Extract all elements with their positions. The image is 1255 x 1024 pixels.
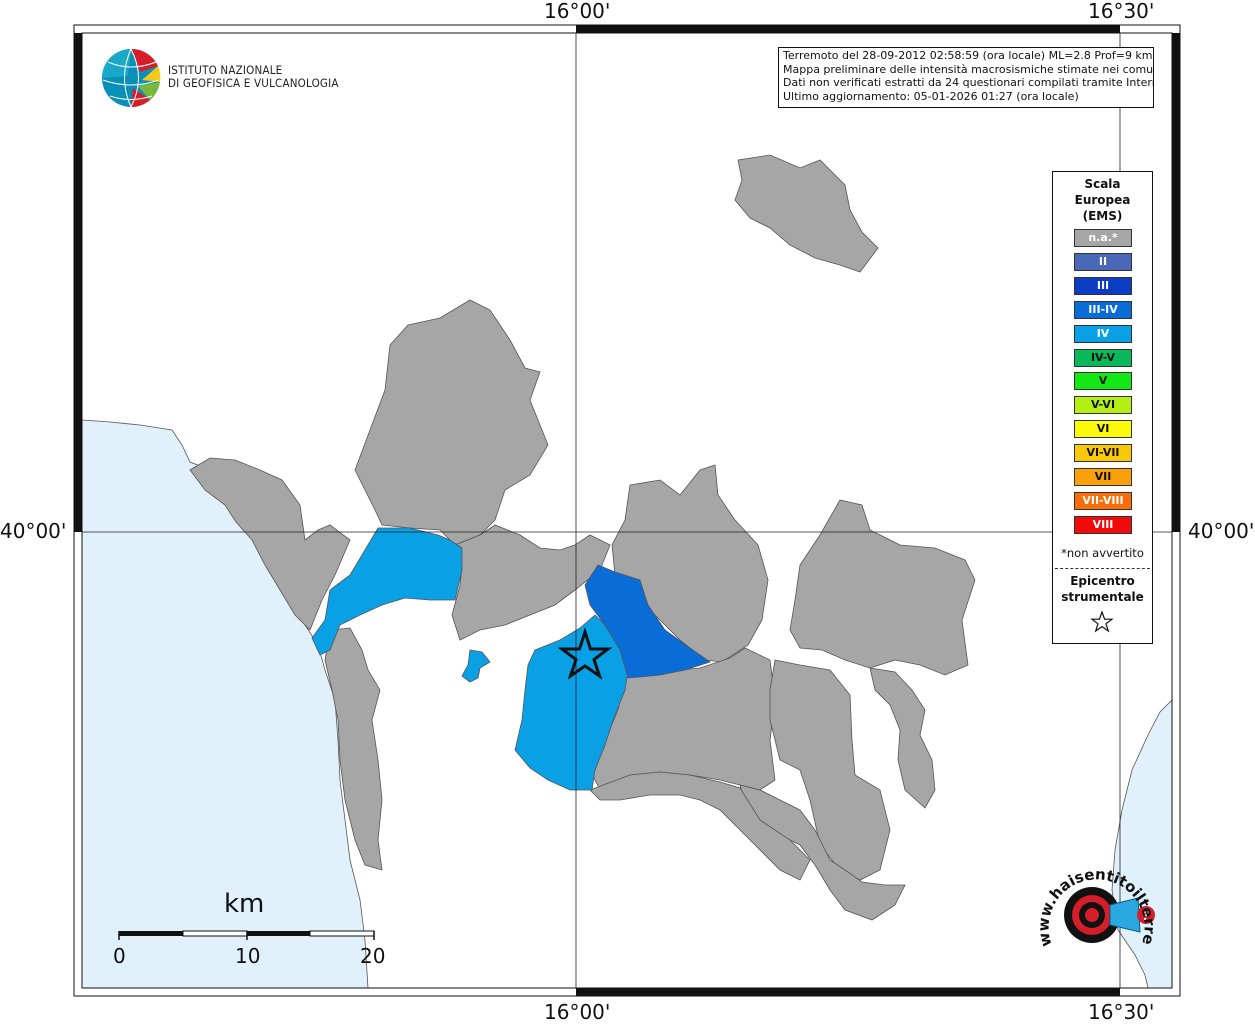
info-line-3: Dati non verificati estratti da 24 quest… xyxy=(783,76,1154,89)
legend-epicentro-2: strumentale xyxy=(1061,590,1144,604)
scale-label-10: 10 xyxy=(235,944,261,968)
area-east-mid xyxy=(769,659,891,881)
info-line-2: Mappa preliminare delle intensità macros… xyxy=(783,62,1154,76)
legend-item-vi-vii: VI-VII xyxy=(1074,444,1132,463)
legend-item-iii: III xyxy=(1074,276,1132,295)
area-north xyxy=(354,299,549,546)
area-east-large xyxy=(789,499,976,676)
area-center-north xyxy=(451,524,611,641)
coord-right-40-00: 40°00' xyxy=(1188,519,1255,543)
scale-unit: km xyxy=(224,889,265,919)
area-northwest xyxy=(189,457,351,631)
legend-item-vii-viii: VII-VIII xyxy=(1074,491,1132,510)
legend-title-3: (EMS) xyxy=(1082,209,1123,223)
epicenter-star-icon xyxy=(557,627,613,680)
legend-item-vii: VII xyxy=(1074,468,1132,486)
coord-top-16-30: 16°30' xyxy=(1088,0,1155,23)
coord-top-16-00: 16°00' xyxy=(544,0,611,23)
legend-item-v-vi: V-VI xyxy=(1074,396,1132,415)
coord-bottom-16-00: 16°00' xyxy=(544,1000,611,1024)
legend: Scala Europea (EMS) n.a.* II III III-IV IV IV… xyxy=(1052,171,1153,644)
ingv-logo-icon xyxy=(102,48,161,108)
logo-line-2: DI GEOFISICA E VULCANOLOGIA xyxy=(168,76,339,90)
legend-title-2: Europea xyxy=(1074,193,1131,207)
legend-item-iv-v: IV-V xyxy=(1074,348,1132,367)
info-line-4: Ultimo aggiornamento: 05-01-2026 01:27 (… xyxy=(783,89,1079,103)
area-iv-north xyxy=(311,527,463,656)
area-south-tip xyxy=(589,771,811,881)
scale-label-20: 20 xyxy=(360,944,386,968)
legend-epicentro: Epicentro strumentale xyxy=(1053,573,1152,605)
legend-title: Scala Europea (EMS) xyxy=(1053,176,1152,224)
legend-epicentro-1: Epicentro xyxy=(1070,574,1135,588)
area-ne-island xyxy=(734,154,879,273)
legend-note: *non avvertito xyxy=(1061,546,1144,560)
scale-bar xyxy=(118,930,375,940)
info-box: Terremoto del 28-09-2012 02:58:59 (ora l… xyxy=(778,47,1154,108)
area-east-strip xyxy=(869,667,936,809)
legend-item-vi: VI xyxy=(1074,420,1132,439)
area-iv-south xyxy=(514,614,629,791)
legend-item-iii-iv: III-IV xyxy=(1074,300,1132,319)
legend-title-1: Scala xyxy=(1084,177,1121,191)
legend-item-n-a: n.a.* xyxy=(1074,229,1132,247)
area-iii-iv xyxy=(584,564,711,679)
legend-star-icon xyxy=(1090,610,1114,633)
info-line-1: Terremoto del 28-09-2012 02:58:59 (ora l… xyxy=(783,49,1153,62)
coord-bottom-16-30: 16°30' xyxy=(1088,1000,1155,1024)
area-coast-strip xyxy=(324,627,383,871)
ingv-logo-text: ISTITUTO NAZIONALE DI GEOFISICA E VULCAN… xyxy=(168,64,339,90)
scale-label-0: 0 xyxy=(113,944,126,968)
legend-item-iv: IV xyxy=(1074,324,1132,343)
logo-line-1: ISTITUTO NAZIONALE xyxy=(168,63,283,77)
legend-item-viii: VIII xyxy=(1074,515,1132,534)
legend-item-ii: II xyxy=(1074,252,1132,271)
legend-item-v: V xyxy=(1074,372,1132,391)
svg-text:?: ? xyxy=(1142,909,1149,923)
area-iv-small-island xyxy=(461,649,491,683)
coord-left-40-00: 40°00' xyxy=(0,519,67,543)
